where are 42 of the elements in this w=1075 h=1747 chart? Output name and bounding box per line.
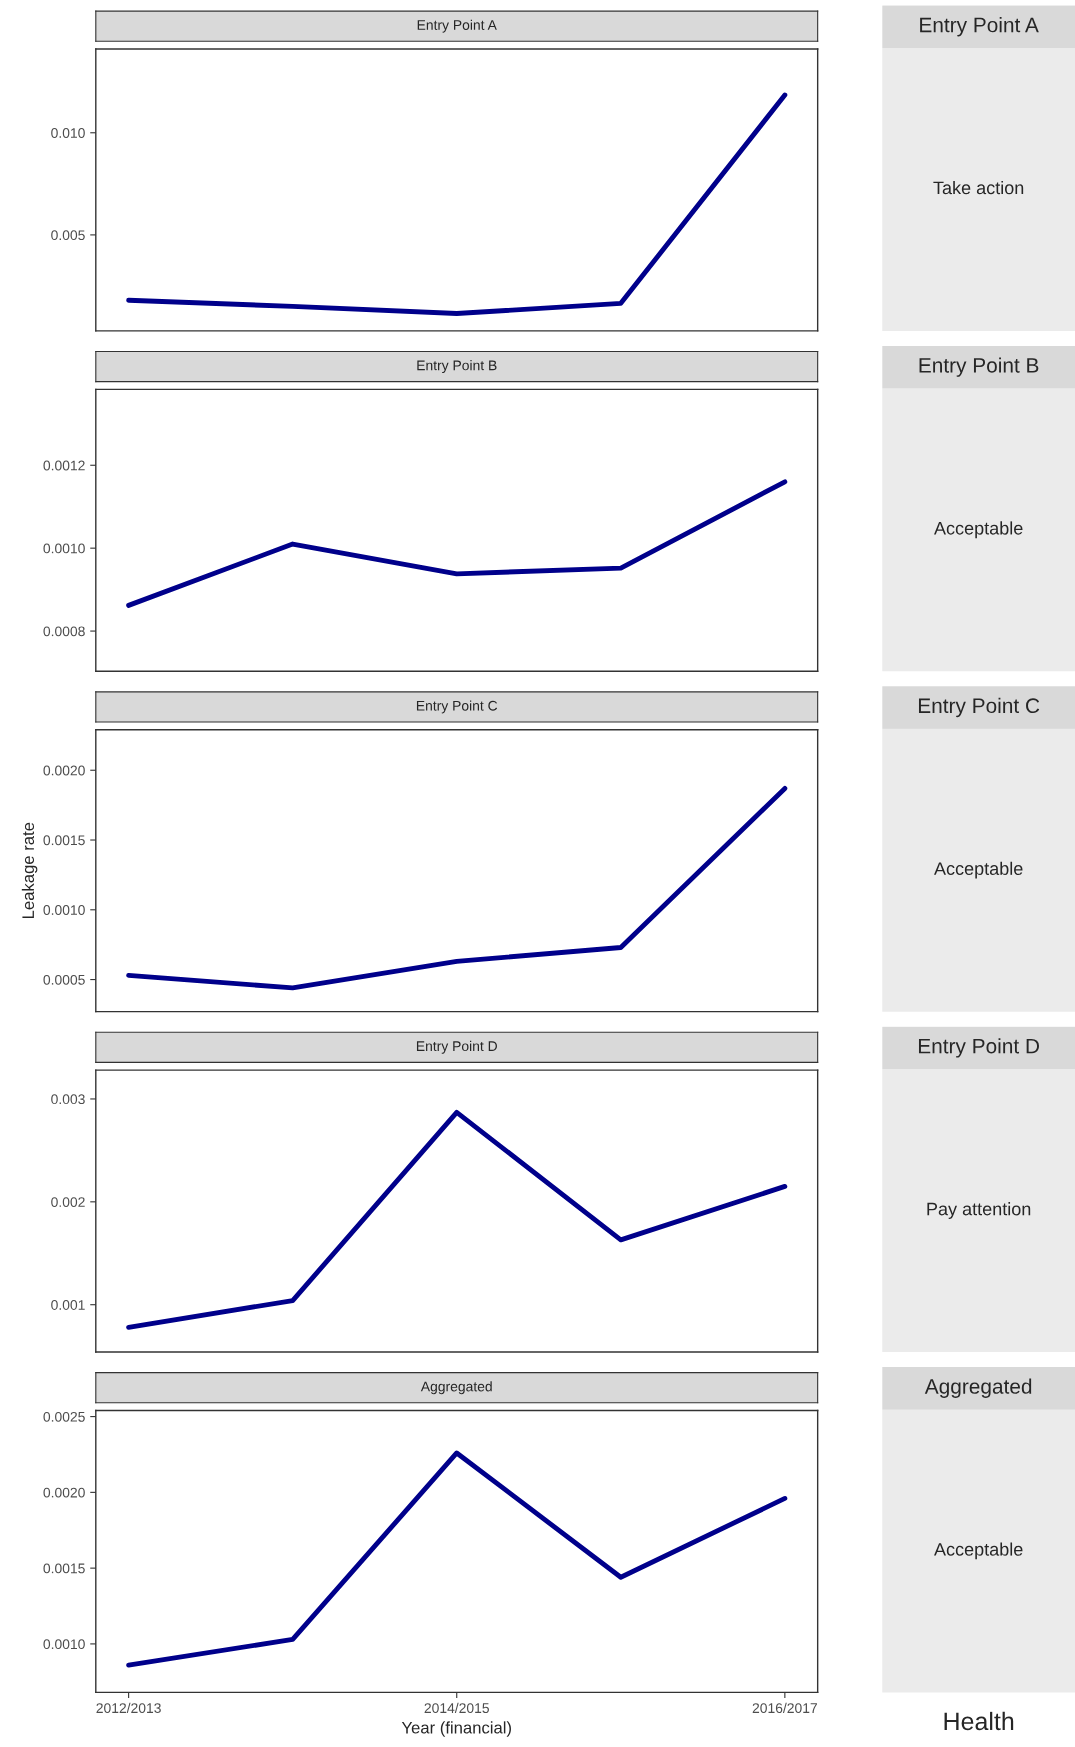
y-tick-label: 0.0015 [43, 1563, 85, 1574]
y-tick-label: 0.002 [51, 1197, 85, 1207]
line-series [126, 1109, 788, 1330]
y-tick-label: 0.0020 [43, 1487, 85, 1498]
y-tick-label: 0.005 [51, 230, 85, 241]
chart-title: Entry Point A [417, 19, 497, 33]
y-tick-label: 0.001 [51, 1300, 85, 1310]
line-series [126, 785, 788, 991]
chart-title: Aggregated [420, 1381, 492, 1395]
text: Entry Point B [919, 357, 1039, 377]
text: Health [944, 1711, 1014, 1731]
text: Entry Point A [920, 17, 1039, 37]
y-tick-label: 0.0010 [43, 905, 85, 915]
y-tick-label: 0.0010 [43, 543, 85, 554]
y-tick-label: 0.010 [51, 128, 85, 138]
chart-title: Entry Point D [416, 1040, 497, 1054]
line-series [126, 1450, 788, 1668]
y-tick-label: 0.0020 [43, 765, 85, 776]
x-axis-title: Year (financial) [401, 1721, 511, 1737]
y-tick-label: 0.0008 [43, 626, 85, 637]
x-tick-label: 2014/2015 [424, 1702, 489, 1714]
text: Pay attention [927, 1202, 1031, 1219]
text: Entry Point C [918, 697, 1040, 718]
y-tick-label: 0.003 [51, 1094, 85, 1105]
line-series [126, 479, 788, 608]
text: Acceptable [934, 1542, 1023, 1560]
y-tick-label: 0.0012 [43, 460, 85, 471]
y-tick-label: 0.0015 [43, 835, 85, 846]
y-axis-title: Leakage rate [21, 822, 38, 918]
y-tick-label: 0.0010 [43, 1639, 85, 1650]
chart-title: Entry Point C [416, 700, 498, 714]
y-tick-label: 0.0005 [43, 974, 85, 985]
text: Entry Point D [918, 1038, 1040, 1058]
text: Take action [933, 180, 1024, 195]
x-tick-label: 2016/2017 [752, 1702, 817, 1714]
text: Acceptable [934, 521, 1023, 539]
y-tick-label: 0.0025 [43, 1411, 85, 1422]
line-series [126, 92, 788, 316]
text: Aggregated [924, 1378, 1032, 1398]
text: Acceptable [934, 861, 1023, 879]
x-tick-label: 2012/2013 [96, 1702, 161, 1714]
chart-title: Entry Point B [417, 360, 497, 374]
